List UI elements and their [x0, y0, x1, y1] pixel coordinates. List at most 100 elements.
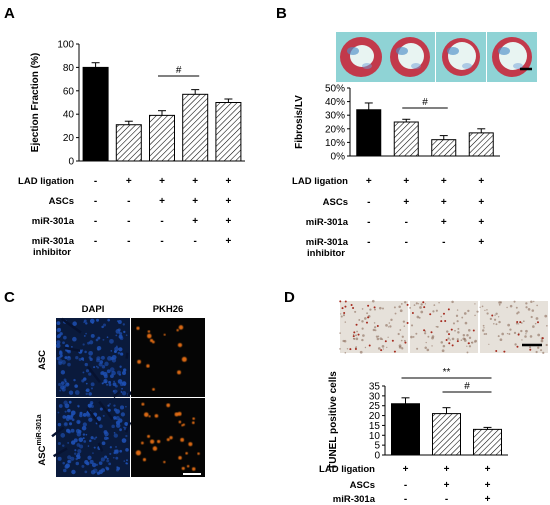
nucleus	[361, 338, 364, 342]
bar	[431, 139, 457, 157]
dapi-nucleus	[64, 356, 68, 360]
tunel-positive-cell	[341, 307, 344, 310]
dapi-nucleus	[85, 332, 87, 335]
dapi-nucleus	[98, 461, 103, 465]
dapi-nucleus	[85, 369, 90, 373]
dapi-nucleus	[62, 444, 65, 448]
nucleus	[532, 325, 535, 328]
tunel-positive-cell	[391, 339, 394, 342]
panel-label-d: D	[284, 289, 295, 306]
nucleus	[435, 326, 438, 328]
dapi-nucleus	[118, 334, 123, 339]
nucleus	[359, 350, 363, 354]
dapi-nucleus	[88, 392, 92, 396]
nucleus	[513, 331, 517, 335]
tunel-positive-cell	[406, 303, 409, 306]
nucleus	[457, 331, 460, 334]
dapi-nucleus	[85, 461, 90, 466]
nucleus	[506, 333, 509, 335]
y-tick-label: 50%	[325, 84, 345, 95]
y-tick-label: 0%	[331, 152, 346, 163]
dapi-nucleus	[82, 437, 85, 440]
dapi-nucleus	[109, 452, 112, 455]
dapi-nucleus	[77, 405, 80, 408]
nucleus	[486, 309, 488, 311]
dapi-nucleus	[72, 321, 77, 326]
nucleus	[358, 319, 361, 321]
dapi-nucleus	[59, 389, 62, 392]
nucleus	[481, 329, 485, 332]
dapi-nucleus	[97, 336, 101, 340]
nucleus	[468, 336, 472, 340]
nucleus	[387, 326, 390, 328]
fibrosis-region	[462, 63, 472, 69]
dapi-nucleus	[101, 364, 106, 369]
nucleus	[456, 309, 459, 311]
dapi-nucleus	[76, 419, 81, 425]
nucleus	[432, 310, 435, 313]
dapi-nucleus	[91, 321, 94, 324]
pkh26-signal	[156, 439, 161, 444]
dapi-nucleus	[71, 418, 75, 422]
dapi-nucleus	[103, 374, 108, 379]
dapi-nucleus	[57, 456, 62, 461]
dapi-nucleus	[82, 422, 87, 427]
tissue-gap	[87, 366, 101, 383]
dapi-nucleus	[79, 411, 83, 415]
condition-mark: +	[441, 176, 447, 187]
nucleus	[436, 325, 439, 328]
nucleus	[373, 322, 376, 324]
condition-label: miR-301a	[306, 217, 349, 228]
row-label-asc-mir301a-sup: miR-301a	[36, 414, 43, 445]
condition-mark: -	[367, 237, 370, 248]
tunel-positive-cell	[430, 331, 433, 334]
dapi-nucleus	[97, 348, 100, 351]
nucleus	[479, 306, 481, 309]
condition-label: miR-301a inhibitor	[306, 237, 349, 259]
dapi-nucleus	[64, 415, 68, 419]
dapi-nucleus	[115, 456, 119, 460]
condition-label: LAD ligation	[292, 176, 348, 187]
nucleus	[431, 336, 434, 340]
tunel-positive-cell	[423, 306, 426, 309]
dapi-nucleus	[107, 356, 112, 361]
condition-mark: +	[126, 176, 132, 187]
nucleus	[489, 317, 493, 321]
condition-label: miR-301a	[32, 216, 75, 227]
tunel-positive-cell	[541, 337, 544, 340]
dapi-nucleus	[81, 349, 84, 352]
tunel-positive-cell	[422, 301, 425, 304]
y-tick-label: 0	[374, 451, 380, 462]
nucleus	[393, 306, 396, 309]
nucleus	[540, 349, 543, 352]
pkh26-signal	[148, 415, 151, 418]
nucleus	[520, 322, 523, 324]
nucleus	[495, 312, 498, 315]
nucleus	[515, 306, 518, 309]
y-axis-label: Ejection Fraction (%)	[30, 53, 41, 152]
nucleus	[352, 333, 355, 336]
dapi-nucleus	[119, 449, 123, 453]
pkh26-signal	[176, 329, 179, 332]
fluorescence-panel	[131, 318, 205, 397]
pkh26-signal	[182, 423, 185, 426]
nucleus	[451, 300, 454, 304]
dapi-nucleus	[104, 361, 109, 367]
dapi-nucleus	[111, 370, 116, 376]
significance-mark: #	[464, 381, 470, 392]
tissue-gap	[52, 447, 68, 458]
dapi-nucleus	[104, 455, 108, 459]
nucleus	[415, 332, 418, 335]
y-tick-label: 15	[369, 421, 381, 432]
dapi-nucleus	[96, 358, 100, 363]
pkh26-signal	[151, 340, 155, 344]
nucleus	[497, 335, 500, 338]
nucleus	[403, 325, 406, 327]
fibrosis-region	[513, 63, 523, 69]
nucleus	[339, 332, 341, 334]
nucleus	[524, 335, 527, 338]
nucleus	[537, 346, 540, 349]
tunel-positive-cell	[353, 331, 356, 334]
fibrosis-region	[347, 47, 359, 55]
pkh26-signal	[152, 388, 155, 391]
